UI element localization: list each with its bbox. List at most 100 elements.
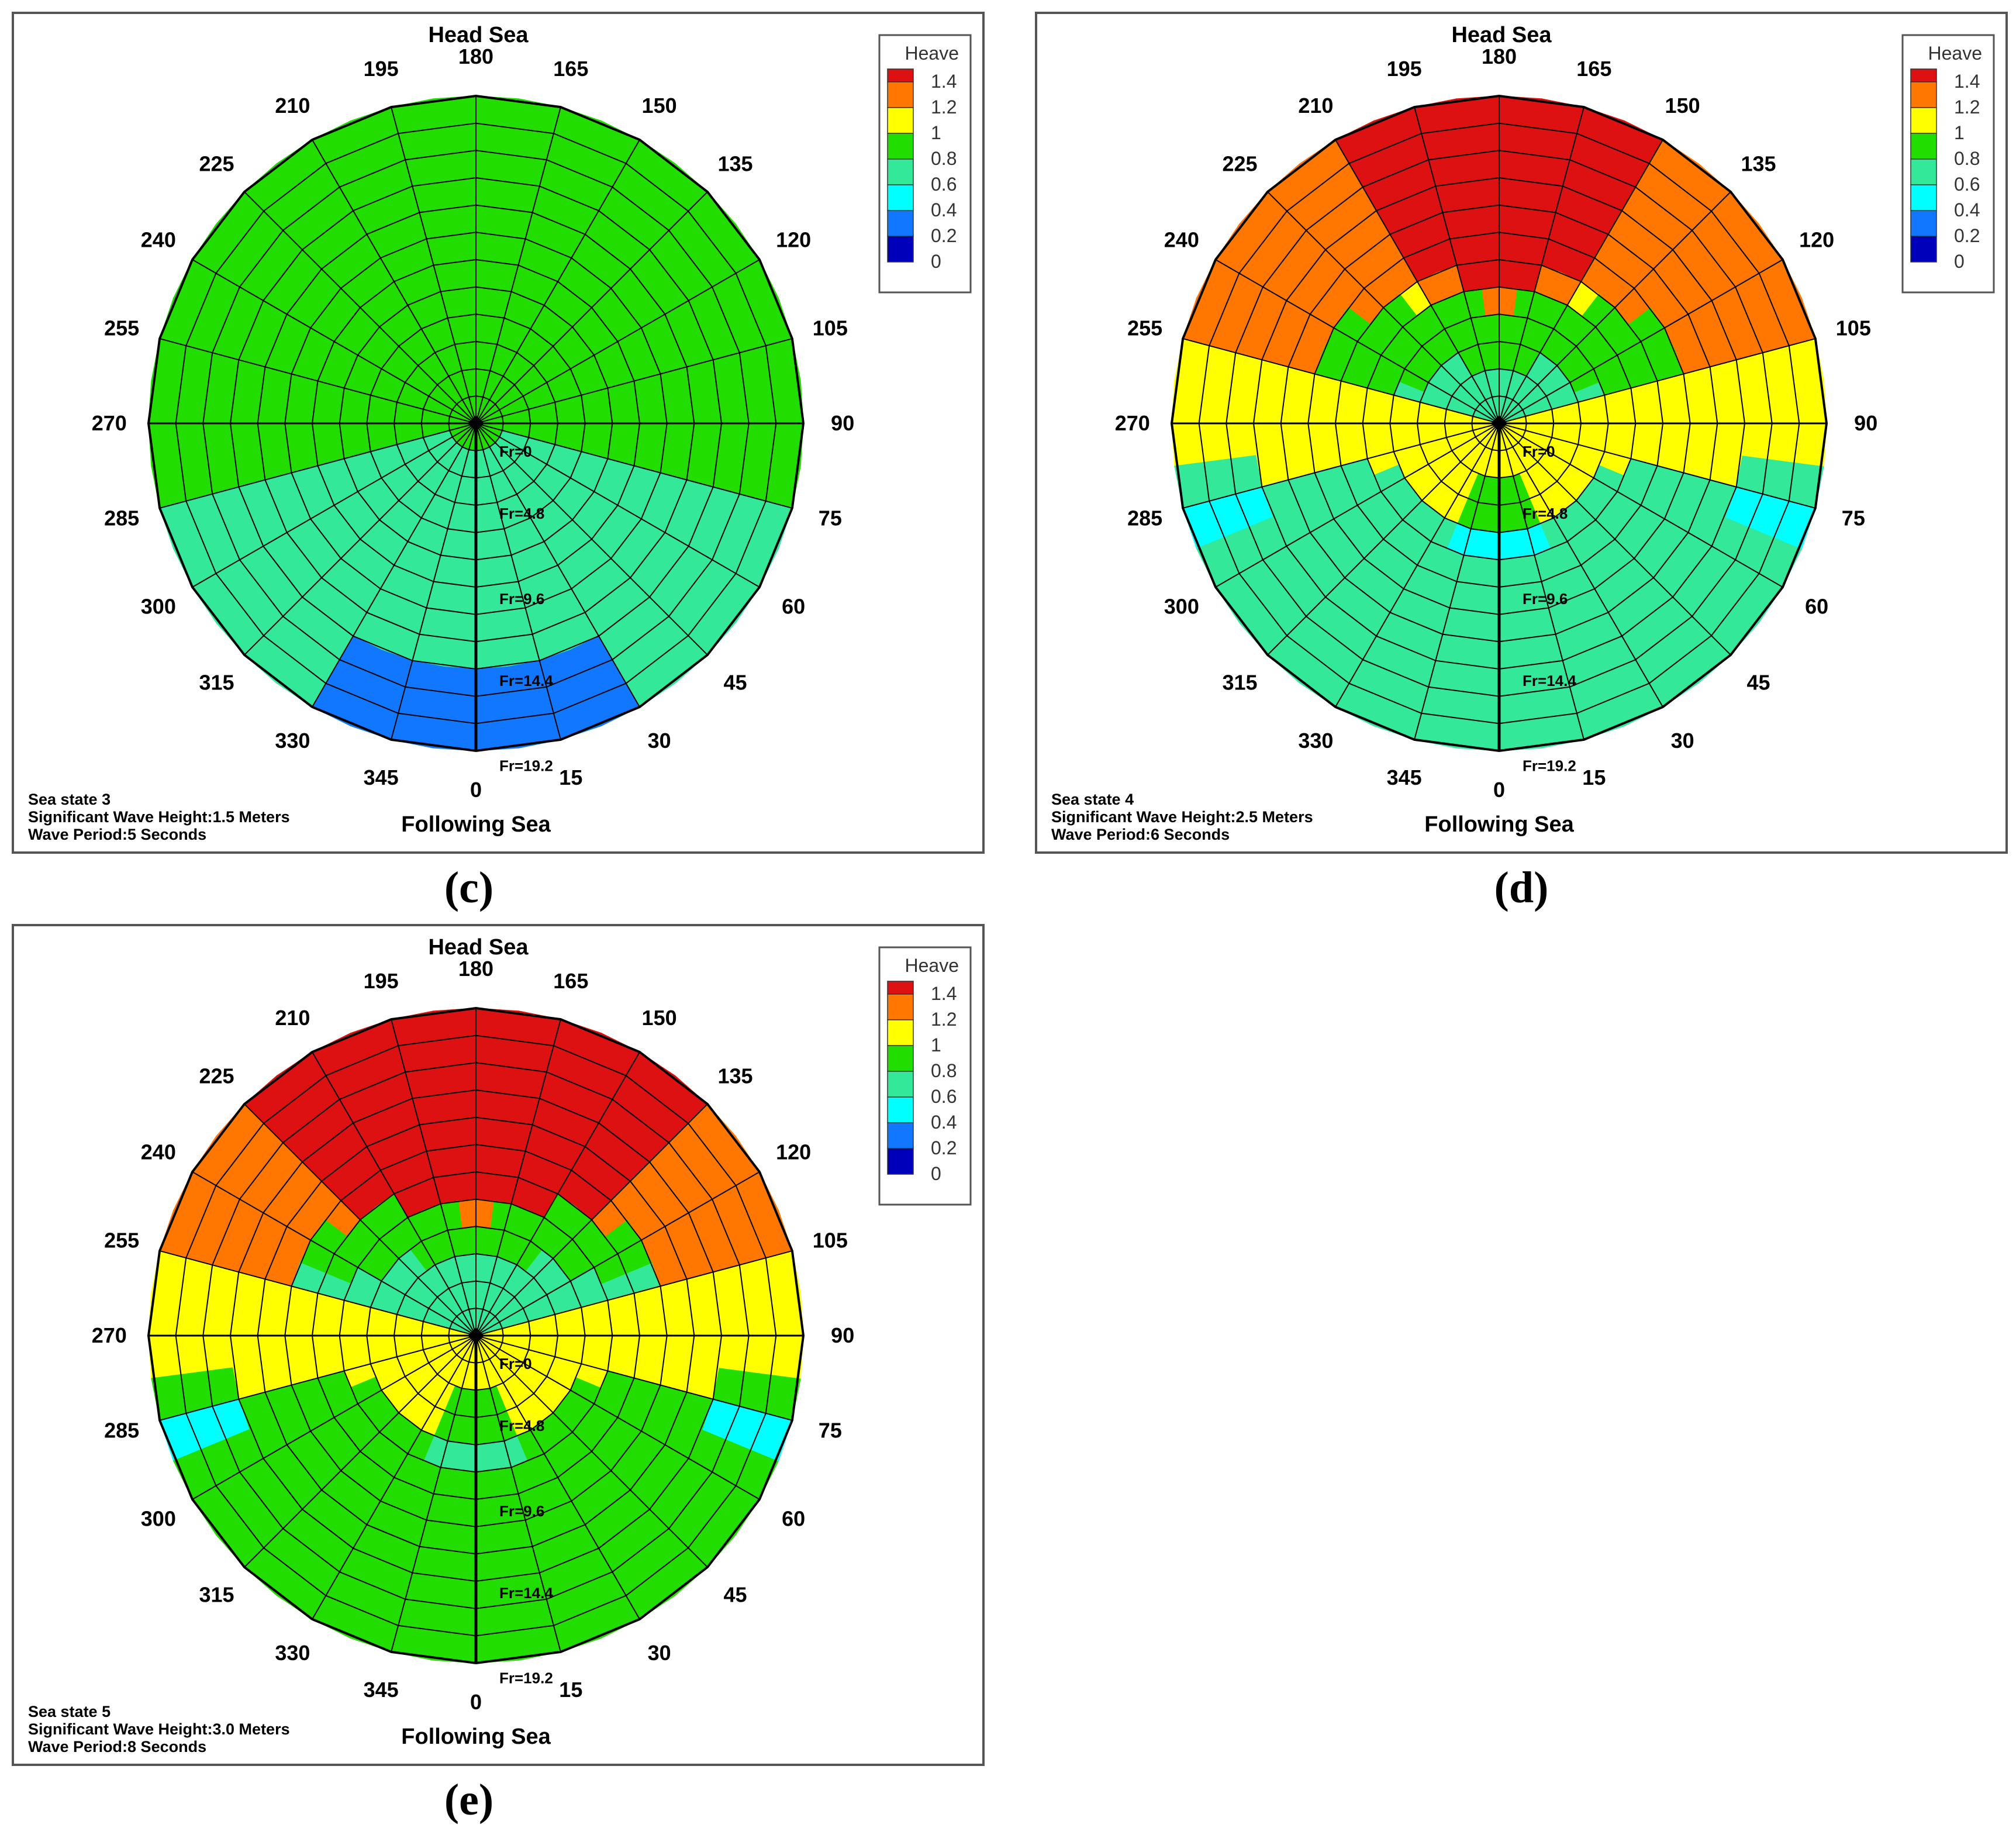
heave-cell: [475, 1171, 498, 1201]
angle-label: 165: [1576, 57, 1611, 81]
heave-cell: [443, 1551, 477, 1582]
angle-label: 45: [723, 1582, 747, 1606]
chart-title: Head Sea: [1451, 23, 1552, 47]
grid-spoke: [1499, 423, 1731, 656]
heave-cell: [284, 1335, 314, 1361]
grid-spoke: [1335, 423, 1500, 708]
grid-spoke: [475, 1335, 760, 1500]
legend-swatch: [887, 184, 914, 211]
bottom-label: Following Sea: [401, 812, 551, 837]
grid-spoke: [1499, 259, 1783, 424]
heave-cell: [1466, 177, 1500, 208]
grid-spoke: [244, 423, 477, 656]
heave-cell: [447, 612, 477, 642]
heave-cell: [475, 205, 505, 234]
info-line: Significant Wave Height:3.0 Meters: [28, 1720, 290, 1738]
heave-cell: [450, 585, 477, 615]
heave-cell: [1499, 259, 1521, 289]
angle-label: 150: [642, 1006, 677, 1030]
heave-cell: [1715, 423, 1745, 456]
grid-spoke: [391, 1019, 477, 1336]
angle-label: 240: [141, 1140, 176, 1164]
legend-level: 0.2: [931, 225, 957, 246]
heave-cell: [230, 391, 260, 424]
angle-label: 60: [782, 1507, 805, 1531]
angle-label: 270: [92, 411, 127, 435]
grid-spoke: [475, 1019, 561, 1336]
grid-spoke: [391, 1335, 477, 1653]
legend-level: 1.4: [931, 71, 957, 92]
heave-cell: [257, 1335, 287, 1365]
heave-cell: [1473, 585, 1500, 615]
angle-label: 0: [470, 778, 482, 802]
legend-swatch: [1910, 68, 1937, 82]
bottom-label: Following Sea: [401, 1724, 551, 1749]
center-marker: [468, 1327, 484, 1344]
polar-chart-e: 1801651501351201059075604530150345330315…: [28, 935, 972, 1755]
angle-label: 30: [648, 729, 671, 753]
angle-label: 330: [1298, 729, 1333, 753]
legend-level: 1.2: [1954, 96, 1980, 118]
grid-spoke: [391, 106, 477, 424]
angle-label: 300: [141, 595, 176, 619]
legend-level: 1: [931, 1034, 941, 1056]
chart-panel-e: 180 165 150 135 120 105 90 75 60 45 30 15 0 345 330 315…: [12, 924, 985, 1766]
angle-label: 270: [92, 1323, 127, 1347]
heave-cell: [1499, 232, 1525, 261]
grid-spoke: [159, 423, 477, 509]
heave-cell: [230, 1303, 260, 1336]
legend-swatch: [887, 1045, 914, 1072]
angle-label: 75: [819, 506, 842, 530]
caption-c: (c): [444, 863, 494, 912]
legend-level: 1.4: [931, 983, 957, 1004]
heave-cell: [1688, 394, 1718, 424]
angle-label: 60: [782, 595, 805, 619]
grid-spoke: [1335, 139, 1500, 424]
grid-spoke: [391, 423, 477, 740]
heave-cell: [475, 1498, 502, 1527]
grid-spoke: [475, 1335, 793, 1421]
radial-label: Fr=19.2: [499, 1669, 553, 1686]
heave-cell: [665, 394, 695, 424]
angle-label: 150: [1665, 94, 1700, 118]
angle-label: 120: [776, 227, 811, 251]
grid-spoke: [244, 191, 477, 424]
legend-level: 0.6: [1954, 174, 1980, 195]
grid-spoke: [475, 1335, 708, 1568]
grid-spoke: [1215, 423, 1500, 588]
heave-cell: [638, 1310, 668, 1336]
angle-label: 330: [275, 729, 310, 753]
grid-spoke: [475, 423, 708, 656]
angle-label: 15: [1582, 765, 1606, 789]
angle-label: 180: [458, 957, 493, 981]
grid-spoke: [1499, 191, 1731, 424]
heave-cell: [447, 1524, 477, 1554]
heave-cell: [1470, 612, 1500, 642]
grid-spoke: [475, 423, 760, 588]
legend-level: 0.8: [931, 1060, 957, 1081]
angle-label: 240: [1164, 227, 1199, 251]
heave-cell: [257, 1306, 287, 1336]
legend-swatch: [887, 68, 914, 82]
grid-spoke: [475, 338, 793, 424]
heave-cell: [692, 1303, 722, 1336]
angle-label: 150: [642, 94, 677, 118]
grid-spoke: [1215, 259, 1500, 424]
legend-swatch: [887, 1019, 914, 1046]
legend-level: 0.2: [1954, 225, 1980, 246]
radial-label: Fr=14.4: [499, 672, 553, 689]
legend-swatch: [887, 1096, 914, 1123]
info-line: Significant Wave Height:1.5 Meters: [28, 808, 290, 826]
grid-spoke: [475, 423, 561, 740]
legend-swatch: [1910, 184, 1937, 211]
angle-label: 105: [813, 1229, 848, 1253]
legend-title: Heave: [905, 43, 959, 64]
legend-level: 1.2: [931, 96, 957, 118]
angle-label: 105: [813, 316, 848, 340]
heave-cell: [443, 639, 477, 670]
heave-cell: [450, 232, 477, 261]
heave-cell: [284, 423, 314, 449]
grid-spoke: [1499, 423, 1816, 509]
heave-cell: [1307, 398, 1337, 424]
chart-panel-c: 180 165 150 135 120 105 90 75 60 45 30 15 0 345 330 315…: [12, 12, 985, 854]
